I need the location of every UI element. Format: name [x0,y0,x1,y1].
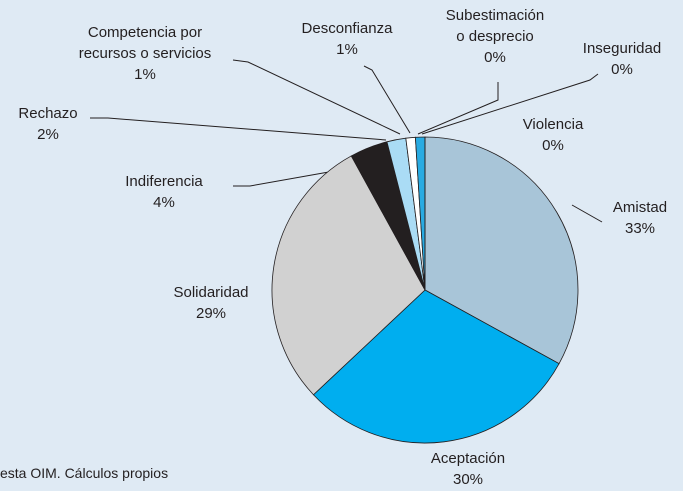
value-label: 0% [484,49,506,66]
slice-label: Competencia por recursos o servicios [79,24,212,62]
value-label: 1% [336,41,358,58]
value-label: 0% [542,137,564,154]
label-line: Subestimación [446,7,544,24]
value-label: 1% [134,66,156,83]
slice-label: Amistad [613,199,667,216]
pie-slice [271,155,426,396]
value-label: 2% [37,126,59,143]
leader-line [363,65,411,134]
label-line: recursos o servicios [79,45,212,62]
slice-label: Solidaridad [173,284,248,301]
leader-lines [90,59,603,223]
value-label: 0% [611,61,633,78]
leader-line [232,59,401,135]
label-line: Competencia por [88,24,202,41]
value-label: 29% [196,305,226,322]
leader-line [417,82,499,135]
leader-line [90,117,387,141]
leader-line [421,73,599,135]
pie-slice [312,289,560,444]
slice-label: Inseguridad [583,40,661,57]
value-label: 30% [453,471,483,488]
pie-slice [424,136,579,365]
slice-label: Subestimación o desprecio [446,7,544,45]
leader-line [571,204,603,223]
slice-label: Rechazo [18,105,77,122]
value-label: 33% [625,220,655,237]
leader-line [233,169,341,187]
slice-label: Aceptación [431,450,505,467]
slice-label: Indiferencia [125,173,203,190]
slice-label: Violencia [523,116,584,133]
source-note: esta OIM. Cálculos propios [0,465,168,481]
value-label: 4% [153,194,175,211]
label-line: o desprecio [456,28,534,45]
slice-label: Desconfianza [302,20,394,37]
